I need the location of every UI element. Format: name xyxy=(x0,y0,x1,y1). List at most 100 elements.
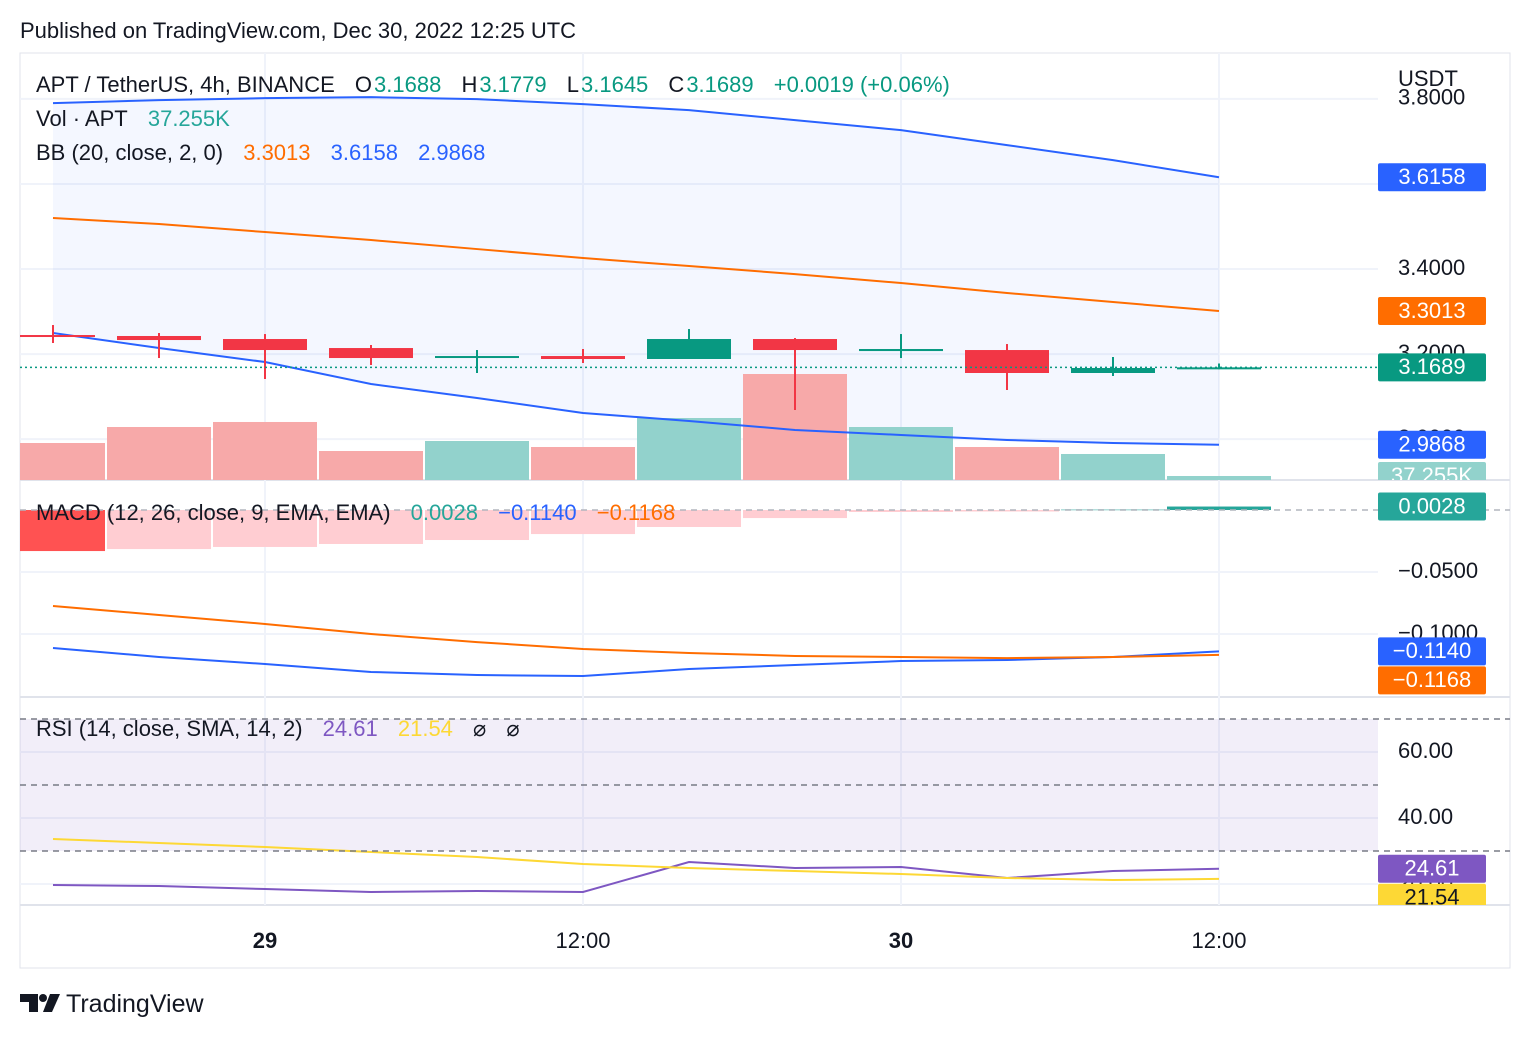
published-header: Published on TradingView.com, Dec 30, 20… xyxy=(20,18,577,43)
ohlc-letter: C xyxy=(668,72,685,97)
pane xyxy=(20,719,1378,893)
y-tick-label: 60.00 xyxy=(1398,738,1453,763)
y-tick-label: 40.00 xyxy=(1398,804,1453,829)
price-badges: 3.6158 3.3013 3.1689 2.9868 37.255K xyxy=(1378,163,1486,488)
footer-brand: TradingView xyxy=(66,990,204,1018)
price-badge-label: 21.54 xyxy=(1404,885,1459,910)
ohlc-value: 3.1689 xyxy=(686,72,754,97)
price-badge-label: 2.9868 xyxy=(1398,432,1465,457)
histogram-bar xyxy=(425,510,529,541)
rsi-line xyxy=(52,838,1220,882)
price-badge-label: 3.3013 xyxy=(1398,298,1465,323)
price-badge-label: 3.6158 xyxy=(1398,164,1465,189)
price-badge-label: −0.1168 xyxy=(1393,667,1472,692)
price-unit: USDT xyxy=(1398,66,1458,91)
price-badge xyxy=(1378,297,1486,326)
candle-body xyxy=(20,335,95,338)
candle-body xyxy=(753,339,837,351)
volume-name: Vol · APT xyxy=(36,106,128,131)
price-badge xyxy=(1378,462,1486,480)
x-tick-label: 12:00 xyxy=(555,928,610,953)
rsi-value: 21.54 xyxy=(397,716,453,741)
pane xyxy=(20,506,1271,678)
ohlc-value: 3.1645 xyxy=(581,72,649,97)
legend-bb: BB (20, close, 2, 0) 3.3013 3.6158 2.986… xyxy=(36,140,487,166)
histogram-bar xyxy=(743,510,847,519)
ohlc-letter: H xyxy=(461,72,478,97)
histogram-bar xyxy=(213,510,317,547)
candle-body xyxy=(647,339,731,360)
ohlc-value: 3.1779 xyxy=(479,72,547,97)
rsi-name: RSI (14, close, SMA, 14, 2) xyxy=(36,716,303,741)
volume-bar xyxy=(425,441,529,480)
volume-value: 37.255K xyxy=(147,106,230,131)
rsi-band xyxy=(20,719,1378,852)
volume-bar xyxy=(20,442,105,480)
bb-name: BB (20, close, 2, 0) xyxy=(36,140,224,165)
price-badges: 24.61 21.54 xyxy=(1378,854,1486,910)
symbol: APT / TetherUS, 4h, BINANCE xyxy=(36,72,335,97)
bb-line xyxy=(52,332,1220,446)
price-badges: 0.0028 −0.1140 −0.1168 xyxy=(1378,492,1486,695)
x-tick-label: 30 xyxy=(889,928,913,953)
volume-bar xyxy=(319,450,423,480)
rsi-extra: ⌀ xyxy=(506,716,520,741)
histogram-bar xyxy=(849,510,953,512)
volume-bar xyxy=(955,447,1059,480)
candle-body xyxy=(541,356,625,360)
histogram-bar xyxy=(319,510,423,544)
change: +0.0019 (+0.06%) xyxy=(773,72,950,97)
rsi-value: 24.61 xyxy=(322,716,378,741)
volume-bar xyxy=(531,447,635,480)
candle-body xyxy=(435,356,519,359)
candle-body xyxy=(329,348,413,359)
rsi-line xyxy=(52,860,1220,893)
y-tick-label: −0.0500 xyxy=(1398,558,1478,583)
y-tick-label: 3.8000 xyxy=(1398,85,1465,110)
x-tick-label: 12:00 xyxy=(1191,928,1246,953)
price-badge xyxy=(1378,430,1486,459)
macd-name: MACD (12, 26, close, 9, EMA, EMA) xyxy=(36,500,391,525)
macd-value: −0.1140 xyxy=(498,500,577,525)
bb-value: 3.6158 xyxy=(330,140,398,165)
price-badge xyxy=(1378,883,1486,905)
price-badge xyxy=(1378,666,1486,695)
volume-bar xyxy=(637,418,741,480)
bb-value: 2.9868 xyxy=(418,140,486,165)
candle-body xyxy=(223,339,307,351)
price-badge-label: 0.0028 xyxy=(1398,493,1465,518)
histogram-bar xyxy=(20,510,105,552)
candle-body xyxy=(965,350,1049,373)
histogram-bar xyxy=(107,510,211,550)
candle-body xyxy=(1177,367,1261,370)
macd-value: 0.0028 xyxy=(410,500,478,525)
histogram-bar xyxy=(955,510,1059,512)
histogram-bar xyxy=(1167,506,1271,511)
legend-rsi: RSI (14, close, SMA, 14, 2) 24.61 21.54 … xyxy=(36,716,522,742)
price-badge-label: 3.1689 xyxy=(1398,354,1465,379)
candle-body xyxy=(117,335,201,341)
price-badge-label: −0.1140 xyxy=(1393,638,1472,663)
legend-macd: MACD (12, 26, close, 9, EMA, EMA) 0.0028… xyxy=(36,500,677,526)
ohlc-value: 3.1688 xyxy=(374,72,442,97)
logo xyxy=(20,994,60,1012)
histogram-bar xyxy=(637,510,741,527)
price-badge xyxy=(1378,163,1486,192)
bb-line xyxy=(52,96,1220,179)
price-badge xyxy=(1378,353,1486,382)
price-badge xyxy=(1378,637,1486,666)
ohlc-letter: O xyxy=(354,72,373,97)
macd-line xyxy=(52,604,1220,660)
candle-body xyxy=(1071,368,1155,373)
ohlc-letter: L xyxy=(566,72,579,97)
volume-bar xyxy=(1167,475,1271,480)
price-badge-label: 37.255K xyxy=(1391,463,1473,488)
rsi-extra: ⌀ xyxy=(473,716,487,741)
bb-value: 3.3013 xyxy=(243,140,311,165)
pane xyxy=(20,96,1271,480)
bb-line xyxy=(52,217,1220,313)
y-tick-label: 3.4000 xyxy=(1398,255,1465,280)
legend-price: APT / TetherUS, 4h, BINANCE O3.1688 H3.1… xyxy=(36,72,952,98)
macd-value: −0.1168 xyxy=(596,500,676,525)
